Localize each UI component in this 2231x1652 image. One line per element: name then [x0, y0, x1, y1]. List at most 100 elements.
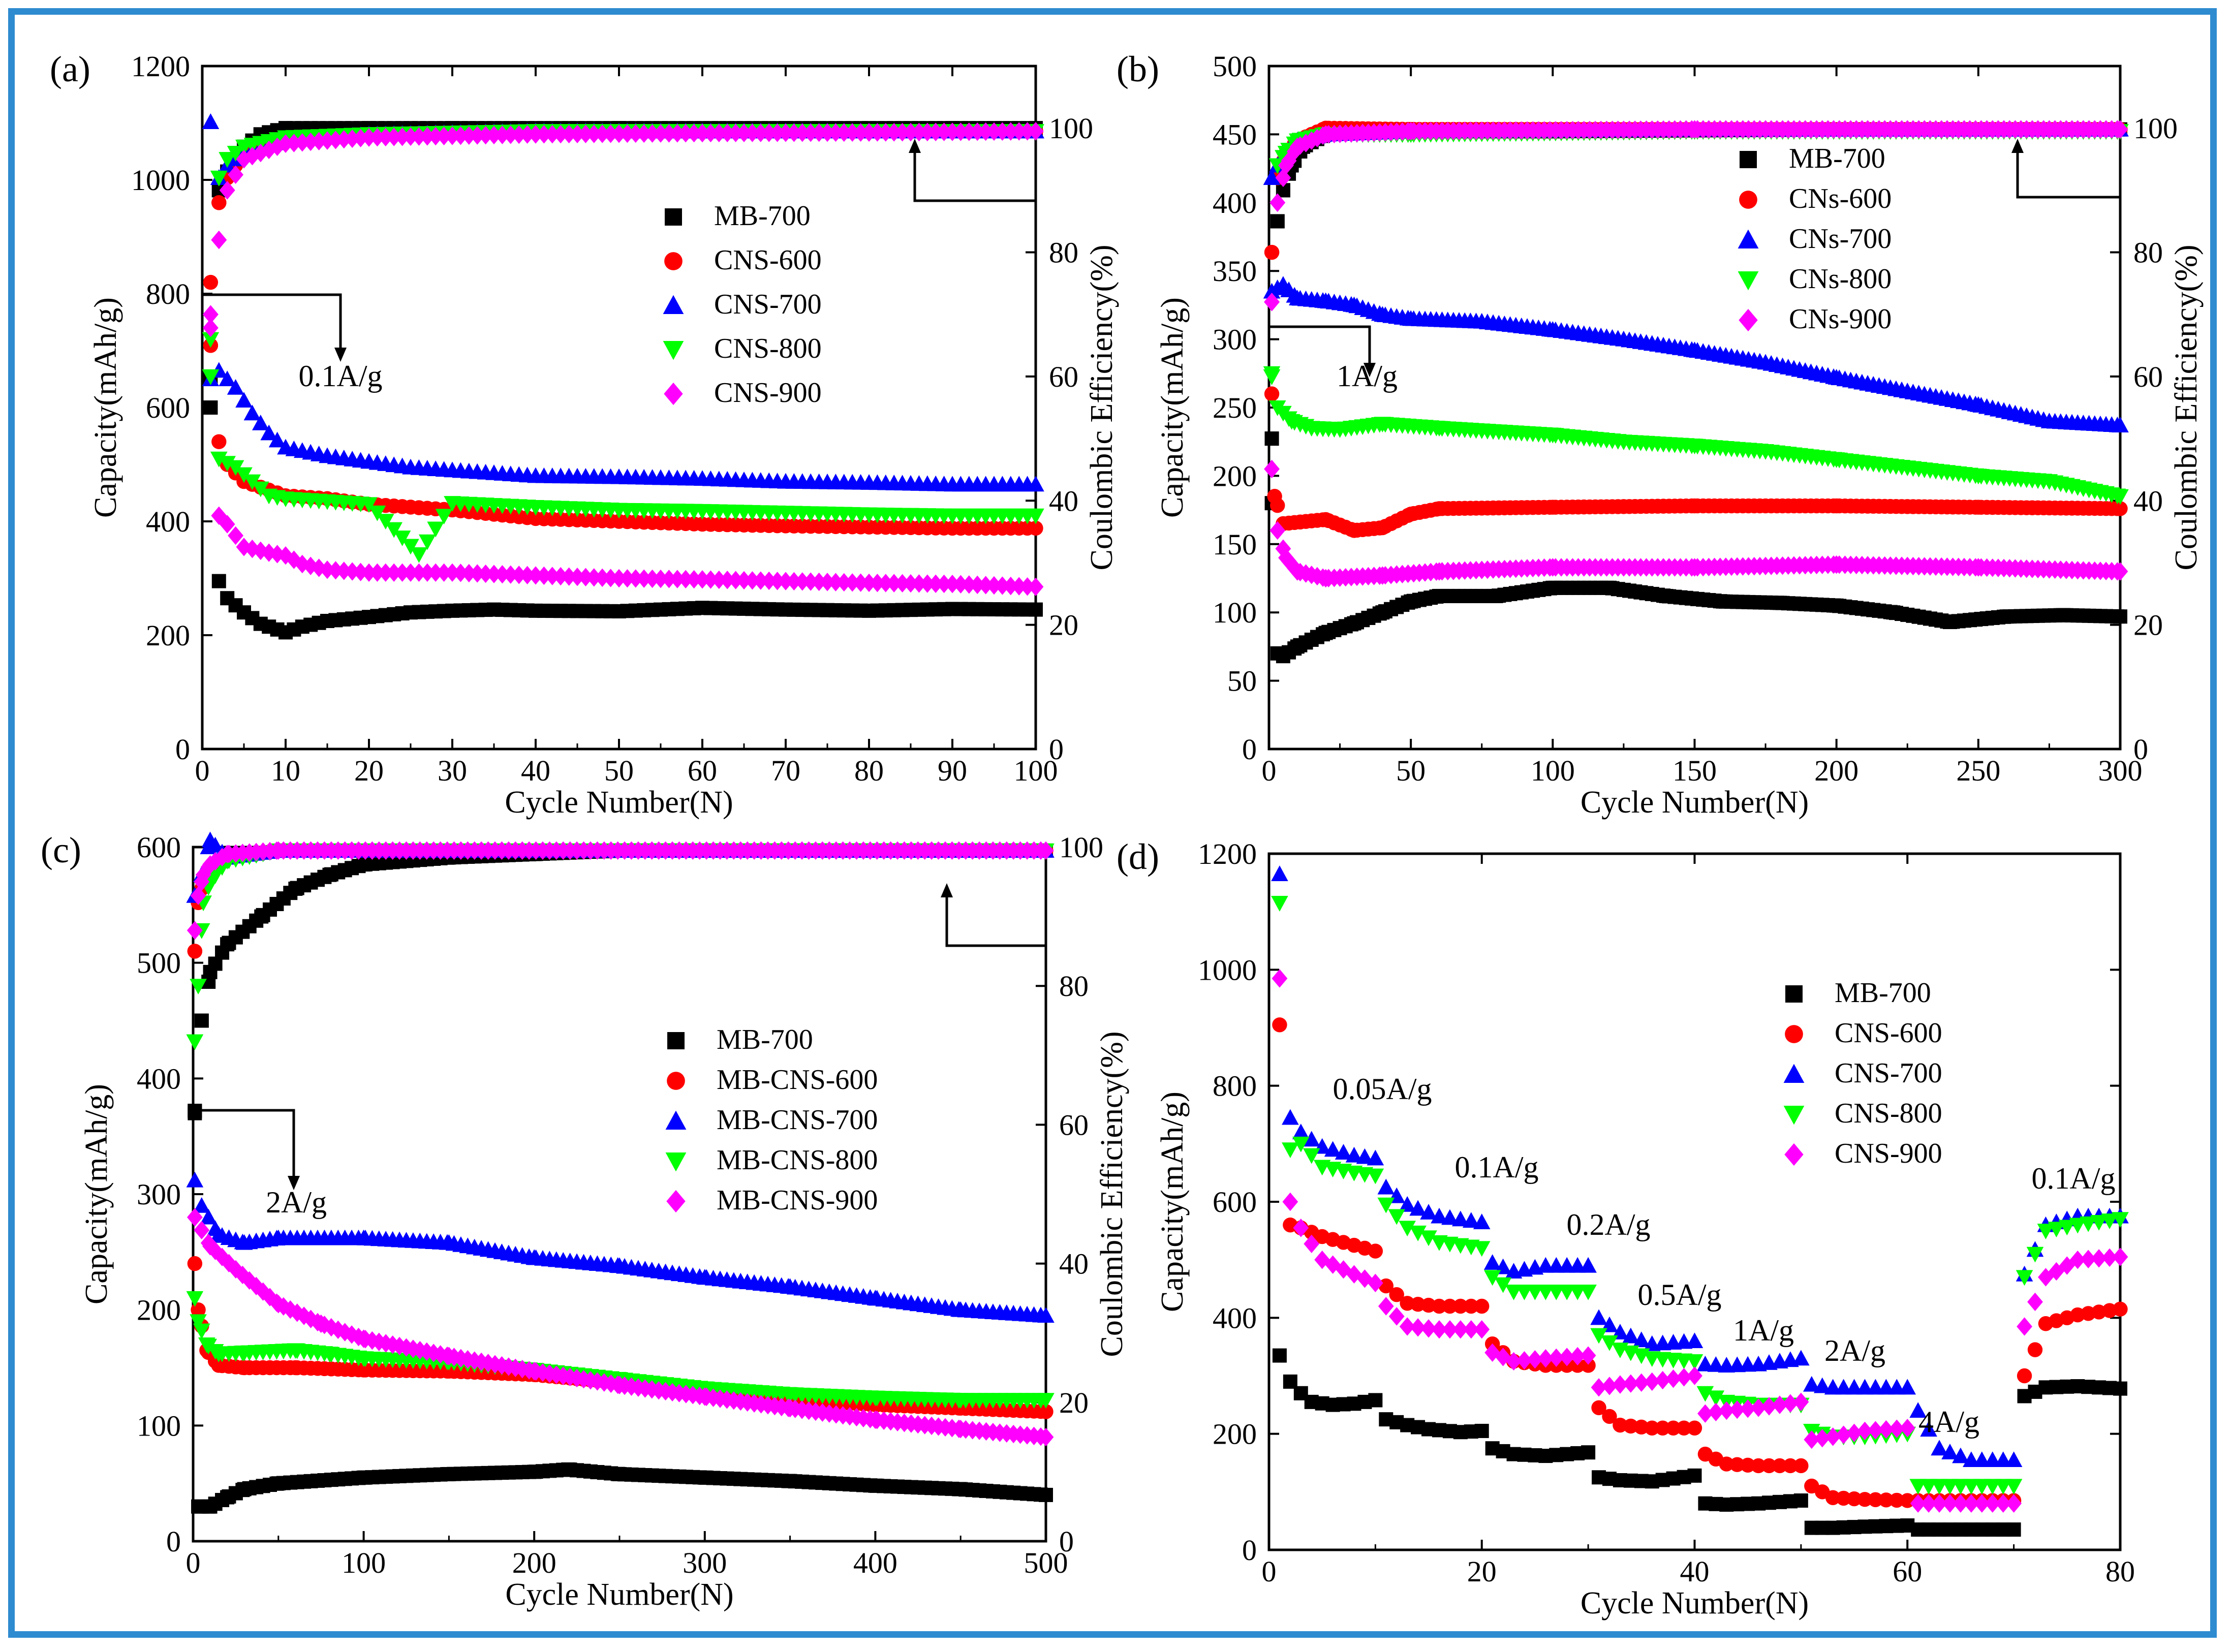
capacity-point: [2101, 1213, 2118, 1229]
capacity-point: [1526, 1284, 1544, 1300]
capacity-point: [1793, 1392, 1809, 1412]
legend-entry: MB-CNS-600: [717, 1064, 878, 1096]
capacity-point: [1282, 1142, 1299, 1159]
legend-entry: MB-700: [717, 1024, 813, 1055]
capacity-point: [268, 431, 286, 448]
capacity-point: [745, 571, 760, 590]
capacity-point: [1474, 1320, 1490, 1339]
ce-point: [186, 1034, 204, 1050]
ce-point: [236, 150, 252, 169]
ce-point: [427, 127, 444, 146]
capacity-point: [385, 1335, 401, 1354]
capacity-point: [602, 468, 619, 484]
capacity-point: [1420, 1230, 1437, 1246]
capacity-point: [878, 574, 894, 593]
capacity-point: [1709, 1497, 1723, 1511]
ce-point: [653, 124, 669, 143]
capacity-point: [1601, 1335, 1618, 1351]
capacity-point: [661, 570, 677, 588]
capacity-point: [186, 1171, 204, 1188]
legend-marker: [664, 252, 683, 270]
capacity-point: [935, 476, 953, 491]
capacity-point: [894, 574, 910, 593]
y2-tick-label: 80: [1059, 970, 1089, 1003]
arrow-to-capacity-axis: [193, 1109, 295, 1179]
capacity-point: [270, 622, 285, 637]
ce-point: [986, 122, 1002, 141]
capacity-point: [1272, 969, 1288, 988]
capacity-point: [870, 573, 885, 593]
x-tick-label: 80: [2105, 1555, 2135, 1588]
capacity-point: [1336, 1397, 1351, 1412]
capacity-point: [2048, 1262, 2064, 1281]
capacity-point: [995, 576, 1010, 595]
capacity-point: [2091, 1249, 2107, 1268]
capacity-point: [2059, 1256, 2075, 1275]
x-axis-title: Cycle Number(N): [1581, 785, 1809, 820]
capacity-point: [1271, 865, 1288, 881]
y2-tick-label: 60: [1049, 360, 1078, 393]
capacity-point: [852, 507, 870, 523]
legend-marker: [1740, 151, 1757, 168]
panel-label: (d): [1117, 836, 1159, 877]
capacity-point: [1033, 1487, 1048, 1502]
capacity-point: [203, 319, 219, 337]
capacity-point: [1815, 1484, 1830, 1500]
capacity-point: [219, 515, 235, 534]
capacity-point: [685, 470, 703, 486]
capacity-point: [685, 504, 703, 520]
capacity-point: [978, 576, 994, 595]
capacity-point: [352, 452, 369, 468]
capacity-point: [1729, 1457, 1745, 1472]
capacity-point: [1270, 497, 1285, 513]
capacity-point: [1634, 1419, 1649, 1435]
capacity-point: [794, 572, 811, 591]
capacity-point: [1602, 1409, 1617, 1424]
x-tick-label: 30: [438, 754, 467, 787]
legend-entry: CNs-700: [1789, 223, 1892, 255]
capacity-point: [811, 572, 827, 591]
y-axis-title: Capacity(mAh/g): [79, 1084, 114, 1304]
x-tick-label: 40: [1680, 1555, 1710, 1588]
ce-point: [853, 123, 869, 142]
chart-panel-a: 0 10 20 30 40 50 60 70 80 90 100020040060080010001…: [50, 49, 1119, 820]
capacity-point: [944, 575, 960, 594]
capacity-point: [1846, 1423, 1862, 1442]
ce-point: [1033, 841, 1049, 860]
legend-marker: [1738, 229, 1759, 248]
y-tick-label: 50: [1227, 665, 1257, 698]
capacity-point: [1020, 602, 1035, 617]
capacity-point: [1740, 1457, 1755, 1473]
y2-tick-label: 20: [2133, 609, 2163, 642]
x-tick-label: 200: [1814, 754, 1858, 787]
capacity-point: [245, 611, 260, 626]
legend-entry: CNS-600: [1835, 1017, 1942, 1049]
capacity-point: [1804, 1430, 1820, 1449]
ce-point: [703, 123, 719, 143]
capacity-point: [275, 1297, 292, 1316]
capacity-point: [669, 570, 686, 588]
capacity-point: [1634, 1474, 1649, 1488]
capacity-point: [1357, 1240, 1373, 1256]
y2-tick-label: 40: [1059, 1248, 1089, 1281]
capacity-point: [461, 564, 477, 583]
arrow-head: [334, 348, 347, 362]
arrow-to-ce-axis: [945, 894, 1046, 947]
legend: MB-700MB-CNS-600MB-CNS-700MB-CNS-800MB-C…: [665, 1024, 878, 1216]
capacity-point: [653, 569, 669, 588]
capacity-point: [1442, 1320, 1458, 1339]
capacity-point: [435, 461, 453, 477]
y-tick-label: 0: [1242, 1534, 1257, 1567]
ce-point: [978, 122, 994, 141]
capacity-point: [1483, 1270, 1501, 1286]
series-cns-800: [202, 124, 1044, 563]
y2-tick-label: 40: [2133, 484, 2163, 517]
capacity-point: [1356, 1167, 1374, 1183]
capacity-point: [1019, 577, 1035, 596]
capacity-point: [427, 563, 444, 582]
ce-point: [378, 128, 394, 147]
capacity-point: [202, 332, 220, 348]
capacity-point: [1655, 1370, 1671, 1390]
current-density-label: 0.1A/g: [1455, 1150, 1539, 1184]
x-axis-title: Cycle Number(N): [505, 1577, 733, 1612]
